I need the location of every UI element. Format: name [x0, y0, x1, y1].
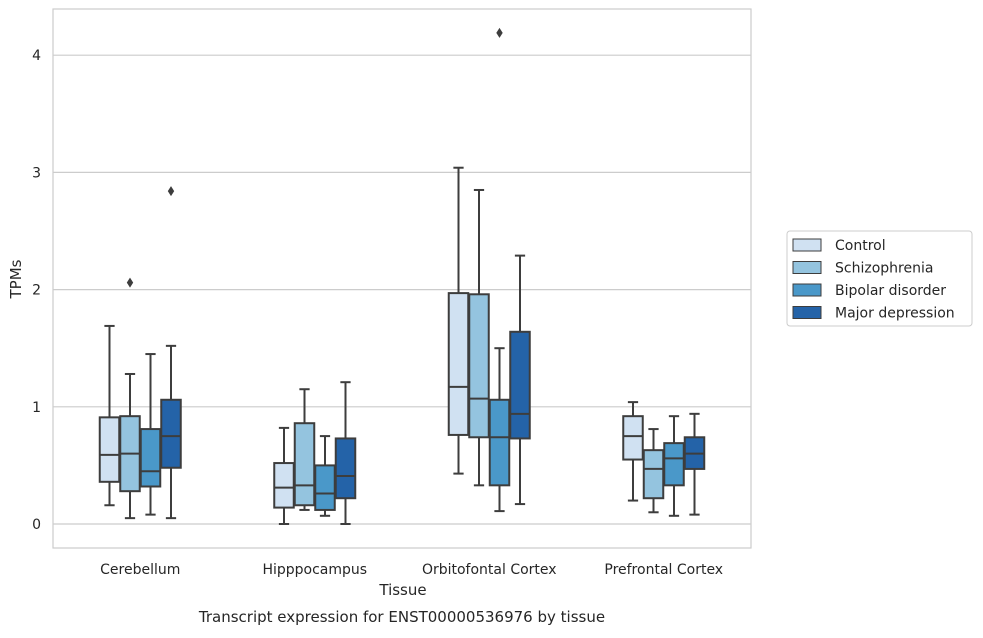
box-major-depression [509, 254, 531, 506]
plot-frame [52, 8, 752, 549]
iqr-box [273, 462, 295, 509]
legend-label: Bipolar disorder [835, 283, 946, 299]
legend-label: Control [835, 238, 886, 254]
outlier-point [496, 27, 503, 38]
outlier-point [167, 186, 175, 197]
x-tick-label: Orbitofontal Cortex [422, 562, 557, 578]
legend-label: Major depression [835, 306, 955, 322]
box-bipolar-disorder [139, 353, 162, 516]
legend-frame [786, 230, 973, 327]
legend-swatch [792, 306, 822, 319]
box-schizophrenia [119, 277, 141, 520]
y-tick-label: 4 [32, 48, 41, 64]
legend-items: Control Schizophrenia Bipolar disorder Majo… [792, 238, 955, 322]
iqr-box [160, 398, 182, 469]
iqr-box [488, 398, 511, 487]
box-control [273, 426, 295, 525]
legend-swatch [792, 261, 822, 274]
iqr-box [314, 464, 336, 511]
y-tick-label: 0 [32, 517, 41, 533]
box-major-depression [160, 186, 182, 520]
y-tick-labels: 0 1 2 3 4 [32, 48, 41, 533]
box-schizophrenia [468, 188, 490, 487]
x-tick-label: Hipppocampus [262, 562, 367, 578]
x-tick-label: Cerebellum [100, 562, 180, 578]
box-schizophrenia [293, 388, 316, 511]
iqr-box [98, 416, 121, 483]
box-bipolar-disorder [488, 27, 511, 513]
iqr-box [334, 437, 357, 500]
y-tick-label: 1 [32, 400, 41, 416]
y-tick-label: 3 [32, 165, 41, 181]
iqr-box [293, 422, 316, 507]
iqr-box [139, 428, 162, 488]
box-major-depression [334, 381, 357, 525]
box-control [447, 166, 470, 475]
iqr-box [622, 415, 644, 461]
box-groups [98, 27, 706, 525]
iqr-box [447, 292, 470, 436]
x-tick-labels: Cerebellum Hipppocampus Orbitofontal Corte… [100, 562, 723, 578]
legend-swatch [792, 238, 822, 252]
x-tick-label: Prefrontal Cortex [604, 562, 723, 578]
legend: Control Schizophrenia Bipolar disorder Majo… [786, 230, 973, 327]
iqr-box [509, 330, 531, 440]
chart-caption: Transcript expression for ENST0000053697… [198, 608, 605, 626]
legend-swatch [792, 283, 822, 297]
iqr-box [468, 293, 490, 439]
box-major-depression [683, 412, 706, 516]
outlier-point [126, 277, 134, 288]
box-bipolar-disorder [314, 435, 336, 517]
legend-label: Schizophrenia [835, 261, 933, 277]
iqr-box [642, 449, 665, 500]
iqr-box [663, 442, 685, 487]
y-tick-label: 2 [32, 283, 41, 299]
box-control [98, 324, 121, 507]
x-axis-label: Tissue [378, 581, 426, 599]
box-schizophrenia [642, 428, 665, 514]
y-axis-label: TPMs [7, 259, 25, 299]
box-bipolar-disorder [663, 415, 685, 517]
box-control [622, 401, 644, 502]
